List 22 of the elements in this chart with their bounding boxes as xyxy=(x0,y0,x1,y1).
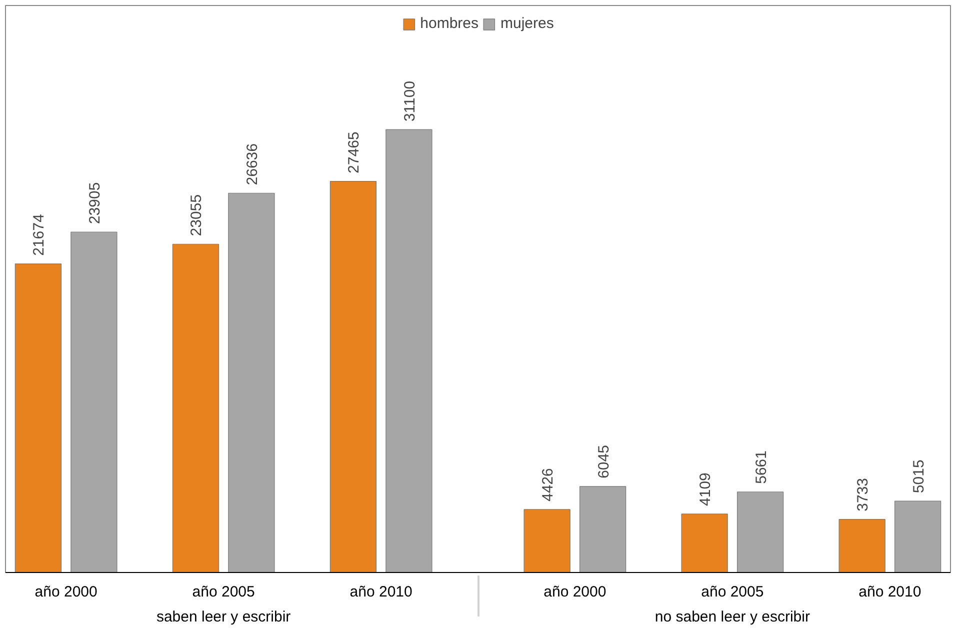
text: saben leer y escribir xyxy=(156,608,291,626)
data-label: 4109 xyxy=(697,472,714,506)
x-tick-label: año 2000 xyxy=(544,584,606,600)
data-label: 6045 xyxy=(595,445,612,478)
data-label: 5661 xyxy=(752,450,770,484)
x-tick-label: año 2000 xyxy=(34,584,98,600)
data-label: 21674 xyxy=(30,214,48,256)
text: no saben leer y escribir xyxy=(654,608,810,626)
data-label: 4426 xyxy=(540,468,557,502)
x-tick-label: año 2010 xyxy=(858,584,922,600)
data-label: 3733 xyxy=(854,478,872,512)
legend-label: hombres xyxy=(420,15,478,32)
data-label: 26636 xyxy=(244,143,261,186)
legend-label: mujeres xyxy=(500,15,554,32)
x-tick-label: año 2005 xyxy=(192,584,255,600)
data-label: 31100 xyxy=(401,80,418,122)
x-tick-label: año 2010 xyxy=(350,584,412,600)
x-tick-label: año 2005 xyxy=(701,584,764,600)
data-label: 23055 xyxy=(188,194,206,236)
data-label: 23905 xyxy=(86,182,104,224)
data-label: 27465 xyxy=(346,132,363,174)
data-label: 5015 xyxy=(910,460,928,494)
